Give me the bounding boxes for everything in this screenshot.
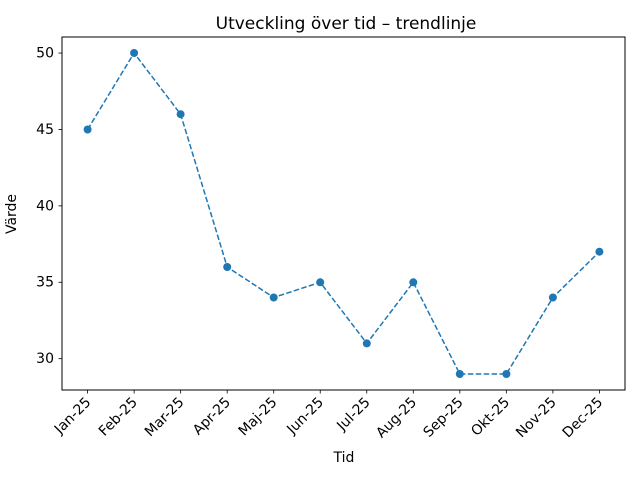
x-axis-label: Tid (333, 450, 355, 466)
data-point-marker (595, 247, 604, 256)
x-tick-label: Dec-25 (560, 395, 607, 442)
x-tick-label: Jul-25 (333, 395, 373, 435)
x-tick-label: Apr-25 (190, 395, 234, 439)
x-tick-label: Mar-25 (142, 395, 188, 441)
x-tick-label: Okt-25 (468, 395, 513, 440)
data-point-marker (502, 370, 511, 378)
y-tick-label: 45 (36, 122, 54, 138)
data-point-marker (223, 263, 232, 271)
data-point-marker (83, 125, 92, 134)
data-point-marker (409, 278, 418, 287)
data-point-marker (130, 49, 139, 57)
x-tick-label: Nov-25 (513, 395, 560, 442)
plot-area: 30 35 40 45 50 Jan-25 Feb-25 Mar-25 Apr-25 Maj-25… (36, 36, 626, 442)
x-tick-label: Jun-25 (283, 395, 327, 439)
x-tick-label: Jan-25 (51, 395, 94, 438)
data-point-marker (362, 339, 371, 348)
data-point-marker (269, 293, 278, 302)
data-point-marker (176, 110, 185, 119)
x-tick-label: Aug-25 (373, 395, 420, 442)
axes-spines (61, 36, 626, 391)
x-tick-label: Sep-25 (421, 395, 467, 441)
data-point-marker (455, 370, 464, 378)
data-point-marker (316, 278, 325, 287)
y-axis-label: Värde (4, 194, 20, 234)
y-tick-label: 50 (36, 46, 54, 62)
data-point-marker (548, 293, 557, 302)
x-tick-label: Maj-25 (236, 395, 281, 440)
y-tick-label: 30 (36, 351, 54, 367)
y-tick-label: 40 (36, 198, 54, 214)
y-tick-label: 35 (36, 275, 54, 291)
trend-line (86, 51, 600, 375)
x-tick-label: Feb-25 (96, 395, 141, 440)
chart-title: Utveckling över tid – trendlinje (216, 14, 477, 34)
